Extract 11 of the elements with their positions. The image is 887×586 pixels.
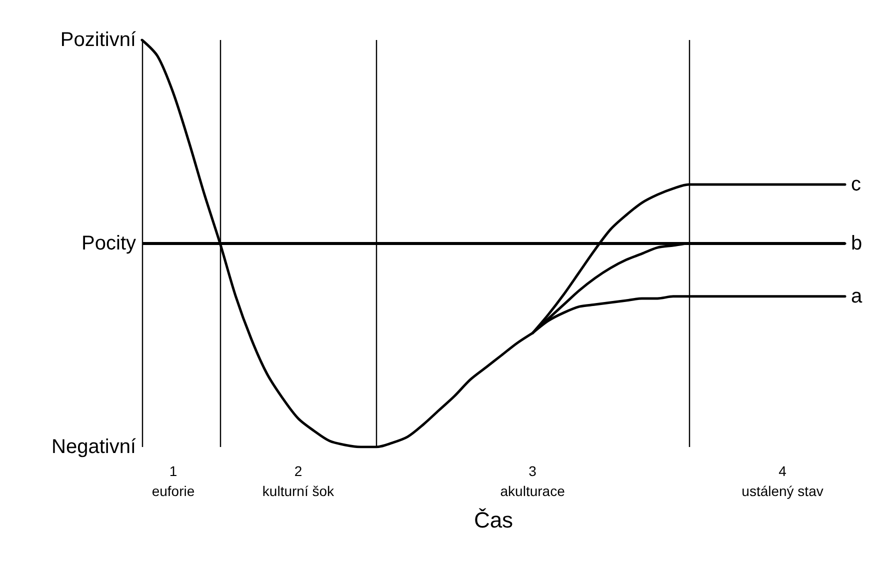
x-tick-label: 3 akulturace: [500, 463, 566, 499]
series-label: a: [851, 285, 863, 308]
text: Pozitivní: [60, 29, 136, 51]
x-tick-label: 2 kulturní šok: [262, 463, 336, 499]
text: Negativní: [52, 436, 136, 458]
x-tick-label: 4 ustálený stav: [742, 463, 824, 499]
text: Pocity: [82, 232, 136, 254]
x-tick-label: 1 euforie: [152, 463, 195, 499]
series-label: c: [851, 173, 861, 196]
x-axis-title: Čas: [474, 508, 514, 532]
series-label: b: [851, 232, 862, 254]
